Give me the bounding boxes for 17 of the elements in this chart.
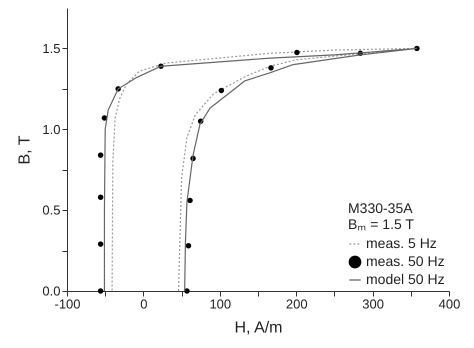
x-axis-title: H, A/m: [234, 320, 283, 336]
y-tick-label: 1.5: [42, 40, 60, 56]
legend-label: meas. 50 Hz: [366, 253, 445, 269]
legend-title: M330-35A: [348, 200, 414, 216]
x-tick-label: 0: [140, 296, 148, 312]
x-tick-label: 200: [286, 296, 308, 312]
legend-label: meas. 5 Hz: [366, 235, 437, 251]
x-tick-label: 300: [362, 296, 384, 312]
y-tick-label: 1.0: [42, 122, 60, 137]
y-tick-label: 0.5: [42, 202, 60, 218]
annotation: Bₘ = 1.5 T: [348, 216, 414, 232]
y-tick-label: 0.0: [42, 284, 60, 298]
x-tick-label: 100: [209, 296, 232, 312]
legend-label: model 50 Hz: [366, 271, 445, 287]
y-axis-title: B, T: [16, 135, 34, 165]
x-tick-label: -100: [54, 296, 81, 312]
x-tick-label: 400: [438, 296, 460, 312]
